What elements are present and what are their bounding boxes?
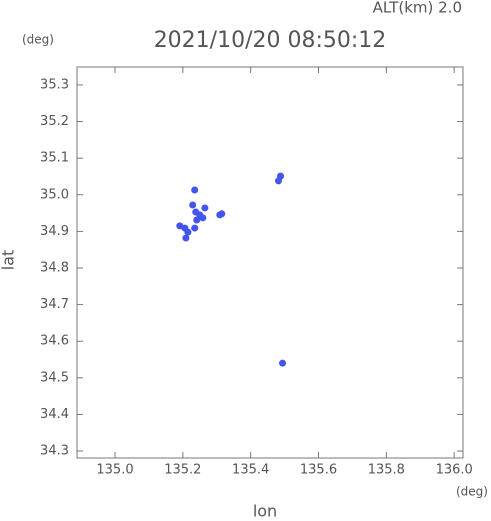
echo-point [182, 234, 190, 242]
echo-point [191, 186, 199, 194]
y-tick-label: 34.9 [40, 224, 69, 239]
x-tick-label: 135.2 [164, 463, 201, 478]
y-tick-label: 35.3 [40, 77, 69, 92]
echo-point [201, 204, 209, 212]
echo-point [184, 228, 192, 236]
y-tick-label: 35.1 [40, 151, 69, 166]
x-tick-label: 136.0 [436, 463, 473, 478]
y-tick-label: 34.6 [40, 334, 69, 349]
chart-title: 2021/10/20 08:50:12 [154, 28, 387, 53]
x-tick-label: 135.8 [368, 463, 405, 478]
echo-point [279, 359, 287, 367]
y-tick-label: 34.8 [40, 260, 69, 275]
plot-frame [76, 66, 464, 459]
y-tick-label: 35.2 [40, 114, 69, 129]
x-tick-label: 135.0 [96, 463, 133, 478]
echo-point [193, 216, 201, 224]
y-tick-label: 34.5 [40, 370, 69, 385]
altitude-label: ALT(km) 2.0 [373, 0, 462, 17]
echo-point [199, 214, 207, 222]
echo-point [189, 201, 197, 209]
y-axis-label: lat [0, 250, 18, 271]
y-unit: (deg) [22, 33, 54, 47]
echo-point [274, 177, 282, 185]
y-tick-label: 34.4 [40, 407, 69, 422]
y-tick-label: 34.7 [40, 297, 69, 312]
x-tick-label: 135.4 [232, 463, 269, 478]
x-axis-label: lon [253, 502, 277, 521]
echo-point [191, 224, 199, 232]
y-tick-label: 35.0 [40, 187, 69, 202]
x-tick-label: 135.6 [300, 463, 337, 478]
y-tick-label: 34.3 [40, 444, 69, 459]
echo-point [176, 222, 184, 230]
echo-point [218, 210, 226, 218]
x-unit: (deg) [456, 485, 488, 499]
